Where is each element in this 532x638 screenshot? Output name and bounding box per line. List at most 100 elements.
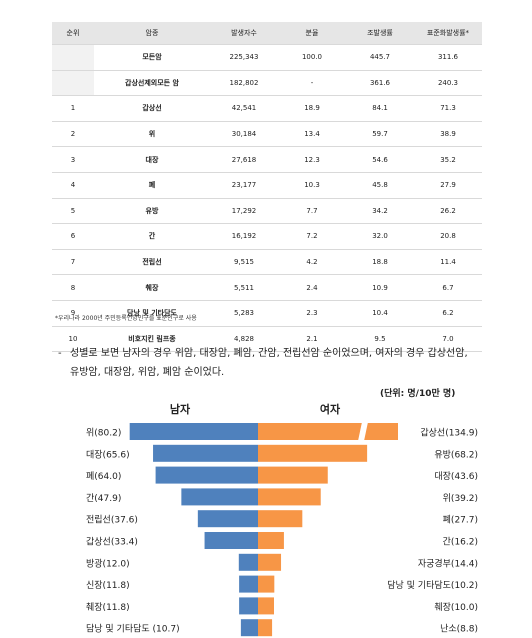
- cancer-name-cell: 유방: [94, 198, 210, 225]
- count-cell: 225,343: [210, 44, 278, 71]
- crude-rate-cell: 9.5: [346, 326, 414, 353]
- paragraph-line-2: 유방암, 대장암, 위암, 폐암 순이었다.: [70, 367, 225, 378]
- female-bar: [258, 553, 282, 571]
- asr-cell: 240.3: [414, 70, 482, 97]
- male-bar-label: 췌장(11.8): [86, 602, 130, 613]
- female-bar-label: 자궁경부(14.4): [418, 557, 478, 569]
- header-count: 발생자수: [210, 22, 278, 45]
- crude-rate-cell: 32.0: [346, 223, 414, 250]
- count-cell: 5,283: [210, 300, 278, 327]
- male-bar-label: 간(47.9): [86, 493, 121, 504]
- cancer-name-cell: 모든암: [94, 44, 210, 71]
- asr-cell: 26.2: [414, 198, 482, 225]
- header-asr: 표준화발생률*: [414, 22, 482, 45]
- count-cell: 42,541: [210, 95, 278, 122]
- table-footnote: *우리나라 2000년 주민등록연앙인구를 표준인구로 사용: [55, 315, 197, 322]
- female-bar-label: 난소(8.8): [440, 624, 478, 635]
- table-row: 모든암 225,343 100.0 445.7 311.6: [52, 44, 482, 71]
- rank-cell: 8: [52, 274, 94, 301]
- rank-cell: 10: [52, 326, 94, 353]
- crude-rate-cell: 445.7: [346, 44, 414, 71]
- female-bar: [258, 532, 284, 549]
- share-cell: 7.7: [278, 198, 346, 225]
- table-row: 2 위 30,184 13.4 59.7 38.9: [52, 121, 482, 148]
- count-cell: 17,292: [210, 198, 278, 225]
- rank-cell: 3: [52, 146, 94, 173]
- male-bar-label: 방광(12.0): [86, 557, 130, 569]
- female-label: 여자: [320, 402, 341, 416]
- female-bar-label: 담낭 및 기타담도(10.2): [387, 579, 478, 591]
- female-bar: [258, 423, 398, 440]
- rank-cell: 7: [52, 249, 94, 276]
- sex-incidence-chart: 남자 여자위(80.2) 대장(65.6) 폐(64.0) 간(47.9) 전립선(37.…: [86, 402, 478, 637]
- share-cell: -: [278, 70, 346, 97]
- male-bar: [239, 597, 258, 615]
- bar-break-mark: [358, 422, 368, 441]
- header-crude-rate: 조발생률: [346, 22, 414, 45]
- asr-cell: 11.4: [414, 249, 482, 276]
- table-row: 갑상선제외모든 암 182,802-361.6 240.3: [52, 70, 482, 97]
- asr-cell: 7.0: [414, 326, 482, 353]
- count-cell: 5,511: [210, 274, 278, 301]
- male-bar-label: 전립선(37.6): [86, 515, 138, 526]
- cancer-name-cell: 췌장: [94, 274, 210, 301]
- rank-cell: 2: [52, 121, 94, 148]
- count-cell: 23,177: [210, 172, 278, 199]
- cancer-name-cell: 폐: [94, 172, 210, 199]
- share-cell: 12.3: [278, 146, 346, 173]
- rank-cell: 9: [52, 300, 94, 327]
- female-bar-label: 간(16.2): [443, 537, 478, 548]
- header-share: 분율: [278, 22, 346, 45]
- share-cell: 10.3: [278, 172, 346, 199]
- cancer-name-cell: 비호지킨 림프종: [94, 326, 210, 353]
- table-header-row: 순위 암종 발생자수 분율 조발생률 표준화발생률*: [52, 22, 482, 45]
- male-bar-label: 갑상선(33.4): [86, 536, 138, 548]
- bullet-dash: -: [58, 348, 62, 359]
- asr-cell: 38.9: [414, 121, 482, 148]
- male-bar-label: 신장(11.8): [86, 580, 130, 591]
- male-bar: [238, 553, 258, 571]
- male-bar: [155, 466, 258, 484]
- table-row: 3 대장 27,618 12.3 54.6 35.2: [52, 146, 482, 173]
- count-cell: 27,618: [210, 146, 278, 173]
- share-cell: 7.2: [278, 223, 346, 250]
- crude-rate-cell: 84.1: [346, 95, 414, 122]
- share-cell: 13.4: [278, 121, 346, 148]
- rank-cell: 4: [52, 172, 94, 199]
- male-bar: [204, 532, 258, 549]
- female-bar-label: 대장(43.6): [434, 471, 478, 482]
- header-rank: 순위: [52, 22, 94, 45]
- crude-rate-cell: 45.8: [346, 172, 414, 199]
- count-cell: 9,515: [210, 249, 278, 276]
- female-bar: [258, 619, 273, 637]
- male-bar: [153, 444, 258, 462]
- count-cell: 16,192: [210, 223, 278, 250]
- male-bar: [129, 423, 258, 440]
- cancer-name-cell: 갑상선: [94, 95, 210, 122]
- male-bar-label: 폐(64.0): [86, 470, 121, 482]
- table-row: 8 췌장 5,511 2.4 10.9 6.7: [52, 274, 482, 301]
- female-bar-label: 유방(68.2): [434, 449, 478, 460]
- male-bar: [239, 575, 258, 593]
- asr-cell: 311.6: [414, 44, 482, 71]
- body-paragraph: - 성별로 보면 남자의 경우 위암, 대장암, 폐암, 간암, 전립선암 순이었…: [58, 344, 498, 382]
- male-label: 남자: [170, 402, 191, 416]
- female-bar-label: 갑상선(134.9): [420, 427, 478, 439]
- table-row: 4 폐 23,177 10.3 45.8 27.9: [52, 172, 482, 199]
- cancer-name-cell: 전립선: [94, 249, 210, 276]
- chart-unit-label: (단위: 명/10만 명): [380, 389, 456, 399]
- female-bar: [258, 466, 328, 484]
- rank-cell: 1: [52, 95, 94, 122]
- crude-rate-cell: 34.2: [346, 198, 414, 225]
- female-bar: [258, 575, 275, 593]
- asr-cell: 6.7: [414, 274, 482, 301]
- crude-rate-cell: 10.9: [346, 274, 414, 301]
- crude-rate-cell: 10.4: [346, 300, 414, 327]
- cancer-name-cell: 담낭 및 기타담도: [94, 300, 210, 327]
- cancer-name-cell: 간: [94, 223, 210, 250]
- header-cancer-type: 암종: [94, 22, 210, 45]
- male-bar-label: 대장(65.6): [86, 449, 130, 460]
- female-bar-label: 췌장(10.0): [434, 602, 478, 613]
- rank-cell: [52, 44, 94, 71]
